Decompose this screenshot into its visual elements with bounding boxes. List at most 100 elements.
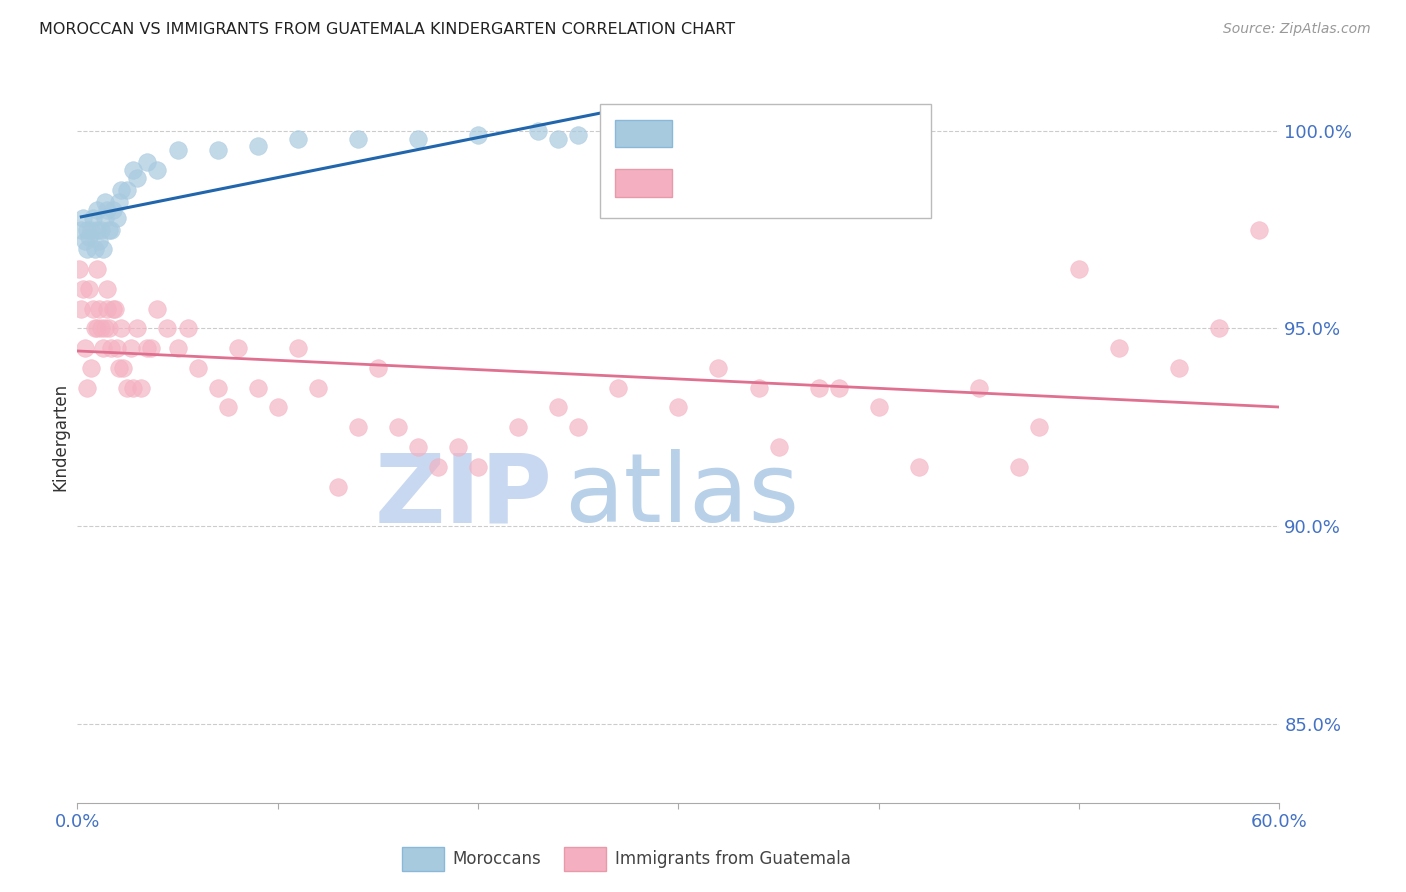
FancyBboxPatch shape bbox=[564, 847, 606, 871]
Point bbox=[70, 222, 93, 236]
Point bbox=[908, 459, 931, 474]
Point bbox=[75, 341, 97, 355]
Point bbox=[547, 401, 569, 415]
Point bbox=[768, 440, 790, 454]
Point bbox=[75, 235, 97, 249]
Point bbox=[508, 420, 530, 434]
Point bbox=[668, 401, 690, 415]
Point bbox=[367, 360, 389, 375]
Point bbox=[86, 262, 108, 277]
Point bbox=[136, 341, 159, 355]
Point bbox=[80, 360, 103, 375]
Text: atlas: atlas bbox=[564, 449, 800, 542]
Text: R = 0.558: R = 0.558 bbox=[690, 125, 780, 143]
Point bbox=[90, 321, 112, 335]
Point bbox=[186, 360, 209, 375]
FancyBboxPatch shape bbox=[402, 847, 444, 871]
Point bbox=[84, 242, 107, 256]
Point bbox=[1249, 222, 1271, 236]
Text: MOROCCAN VS IMMIGRANTS FROM GUATEMALA KINDERGARTEN CORRELATION CHART: MOROCCAN VS IMMIGRANTS FROM GUATEMALA KI… bbox=[39, 22, 735, 37]
Point bbox=[1108, 341, 1130, 355]
Point bbox=[96, 282, 118, 296]
Point bbox=[748, 381, 770, 395]
Point bbox=[79, 282, 101, 296]
Point bbox=[406, 440, 429, 454]
Point bbox=[70, 301, 93, 316]
Point bbox=[207, 381, 229, 395]
Point bbox=[86, 202, 108, 217]
Point bbox=[76, 222, 98, 236]
Point bbox=[246, 139, 269, 153]
Point bbox=[117, 183, 139, 197]
Point bbox=[807, 381, 830, 395]
Point bbox=[82, 211, 104, 225]
Point bbox=[427, 459, 450, 474]
Point bbox=[84, 321, 107, 335]
Point bbox=[76, 381, 98, 395]
Point bbox=[89, 301, 111, 316]
Point bbox=[108, 360, 131, 375]
Point bbox=[406, 131, 429, 145]
Point bbox=[547, 131, 569, 145]
Text: Source: ZipAtlas.com: Source: ZipAtlas.com bbox=[1223, 22, 1371, 37]
Text: Immigrants from Guatemala: Immigrants from Guatemala bbox=[614, 850, 851, 868]
Point bbox=[176, 321, 198, 335]
Point bbox=[607, 144, 630, 158]
Point bbox=[707, 360, 730, 375]
Point bbox=[567, 420, 589, 434]
Point bbox=[156, 321, 179, 335]
Point bbox=[94, 321, 117, 335]
Point bbox=[166, 341, 188, 355]
Point bbox=[387, 420, 409, 434]
Point bbox=[346, 131, 368, 145]
Point bbox=[122, 163, 145, 178]
Point bbox=[90, 222, 112, 236]
Point bbox=[467, 128, 489, 142]
Point bbox=[127, 321, 149, 335]
Point bbox=[217, 401, 239, 415]
Point bbox=[100, 341, 122, 355]
Point bbox=[67, 262, 90, 277]
Point bbox=[131, 381, 153, 395]
Point bbox=[107, 341, 129, 355]
Point bbox=[72, 211, 94, 225]
FancyBboxPatch shape bbox=[614, 169, 672, 197]
Point bbox=[447, 440, 470, 454]
Point bbox=[226, 341, 249, 355]
Point bbox=[79, 230, 101, 244]
Point bbox=[346, 420, 368, 434]
Point bbox=[307, 381, 329, 395]
Point bbox=[527, 123, 550, 137]
Point bbox=[100, 222, 122, 236]
Point bbox=[287, 341, 309, 355]
Point bbox=[828, 381, 851, 395]
Y-axis label: Kindergarten: Kindergarten bbox=[51, 383, 69, 491]
Point bbox=[141, 341, 163, 355]
Point bbox=[110, 321, 132, 335]
Point bbox=[103, 301, 125, 316]
Point bbox=[110, 183, 132, 197]
Point bbox=[120, 341, 142, 355]
Point bbox=[93, 242, 115, 256]
Point bbox=[89, 235, 111, 249]
Point bbox=[86, 321, 108, 335]
Point bbox=[607, 381, 630, 395]
Point bbox=[108, 194, 131, 209]
Point bbox=[1168, 360, 1191, 375]
Point bbox=[467, 459, 489, 474]
Text: ZIP: ZIP bbox=[374, 449, 553, 542]
Point bbox=[326, 479, 349, 493]
Point bbox=[82, 301, 104, 316]
Point bbox=[103, 202, 125, 217]
FancyBboxPatch shape bbox=[600, 104, 931, 218]
Point bbox=[107, 211, 129, 225]
Point bbox=[207, 144, 229, 158]
Point bbox=[1069, 262, 1091, 277]
FancyBboxPatch shape bbox=[614, 120, 672, 147]
Point bbox=[112, 360, 135, 375]
Point bbox=[1028, 420, 1050, 434]
Point bbox=[1208, 321, 1230, 335]
Point bbox=[96, 202, 118, 217]
Point bbox=[287, 131, 309, 145]
Point bbox=[567, 128, 589, 142]
